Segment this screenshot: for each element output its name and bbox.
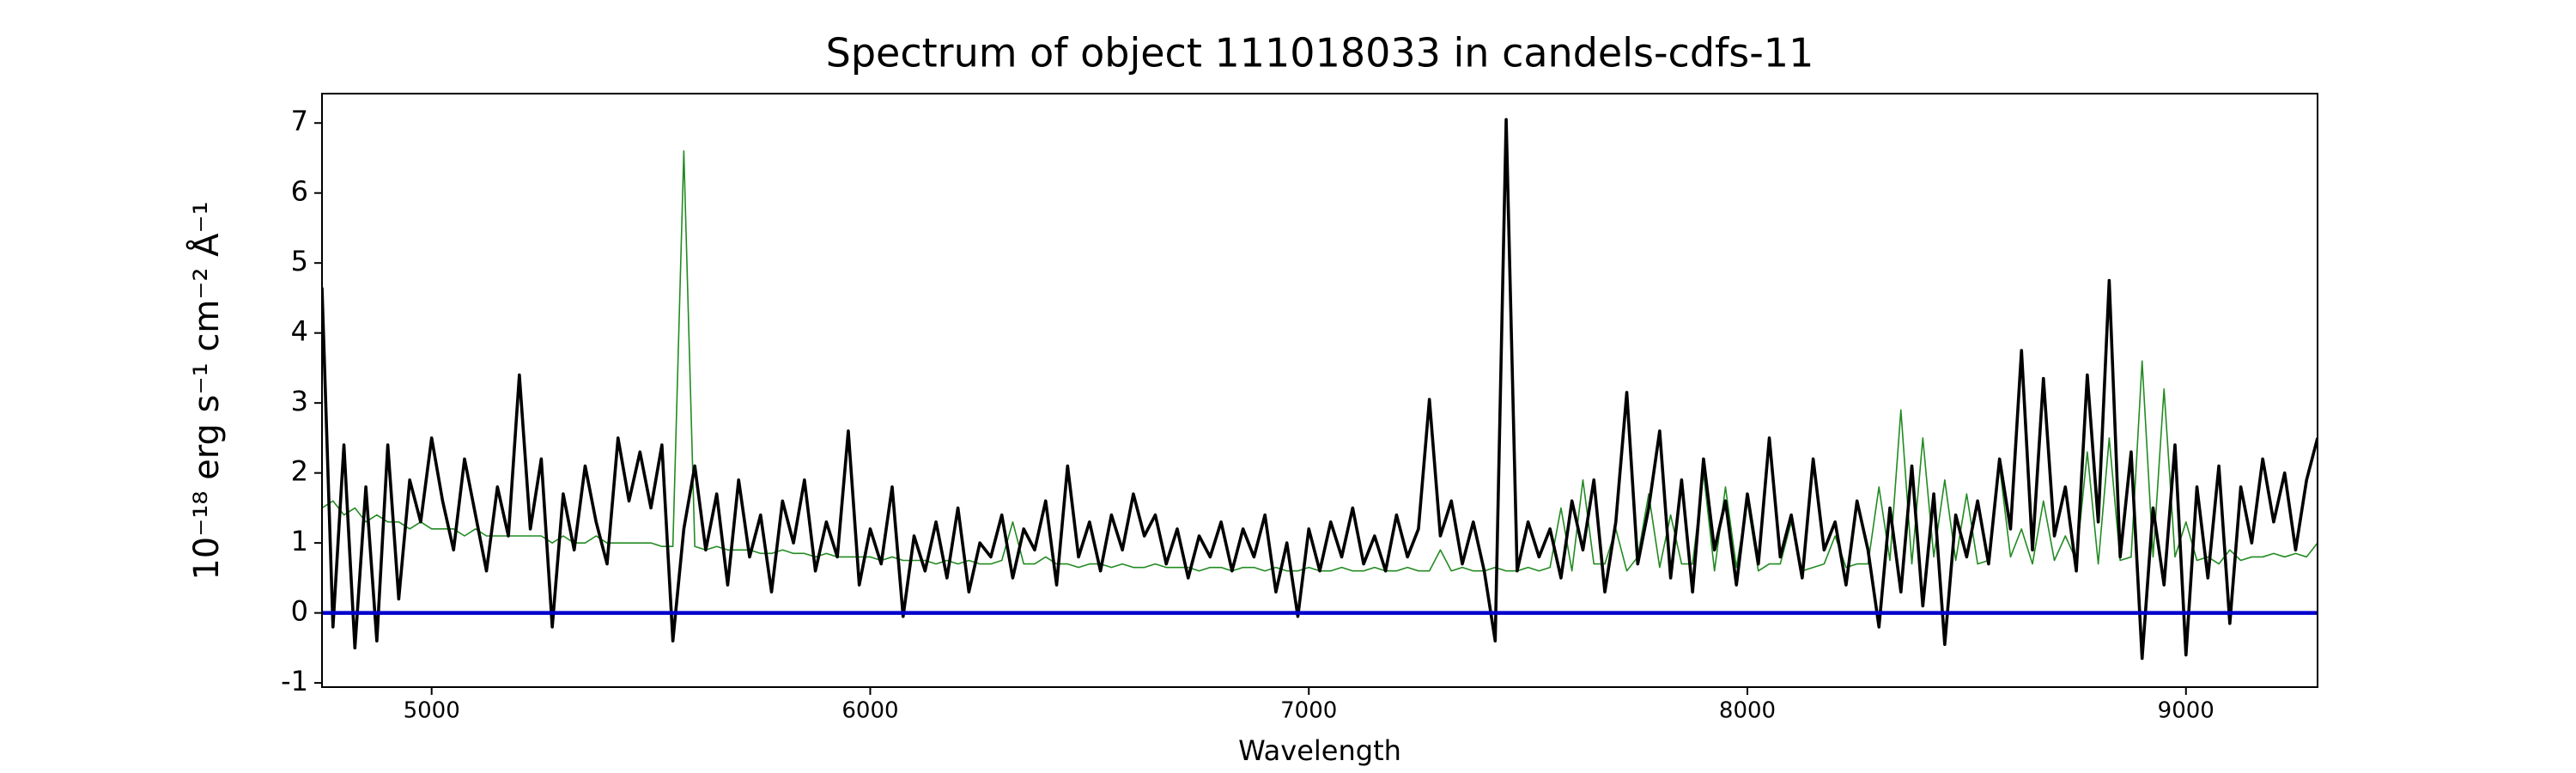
y-tick-label: 4 [291,315,308,348]
axes-frame [321,93,2318,688]
y-tick-label: 3 [291,385,308,417]
x-tick-label: 6000 [841,698,898,724]
x-tick-label: 8000 [1719,698,1776,724]
chart-title: Spectrum of object 111018033 in candels-… [826,30,1814,76]
spectrum-line [322,118,2318,660]
y-tick-label: 7 [291,105,308,137]
y-tick-label: 2 [291,455,308,488]
y-tick-label: 1 [291,525,308,557]
y-tick-label: 6 [291,175,308,208]
y-tick-label: -1 [281,665,308,697]
x-tick-label: 9000 [2158,698,2215,724]
x-axis-label: Wavelength [1238,734,1401,767]
y-tick-label: 5 [291,245,308,277]
y-tick-label: 0 [291,595,308,628]
y-axis-label: 10⁻¹⁸ erg s⁻¹ cm⁻² Å⁻¹ [185,201,227,580]
x-tick-label: 7000 [1280,698,1337,724]
x-tick-label: 5000 [404,698,460,724]
plot-area [322,118,2318,660]
